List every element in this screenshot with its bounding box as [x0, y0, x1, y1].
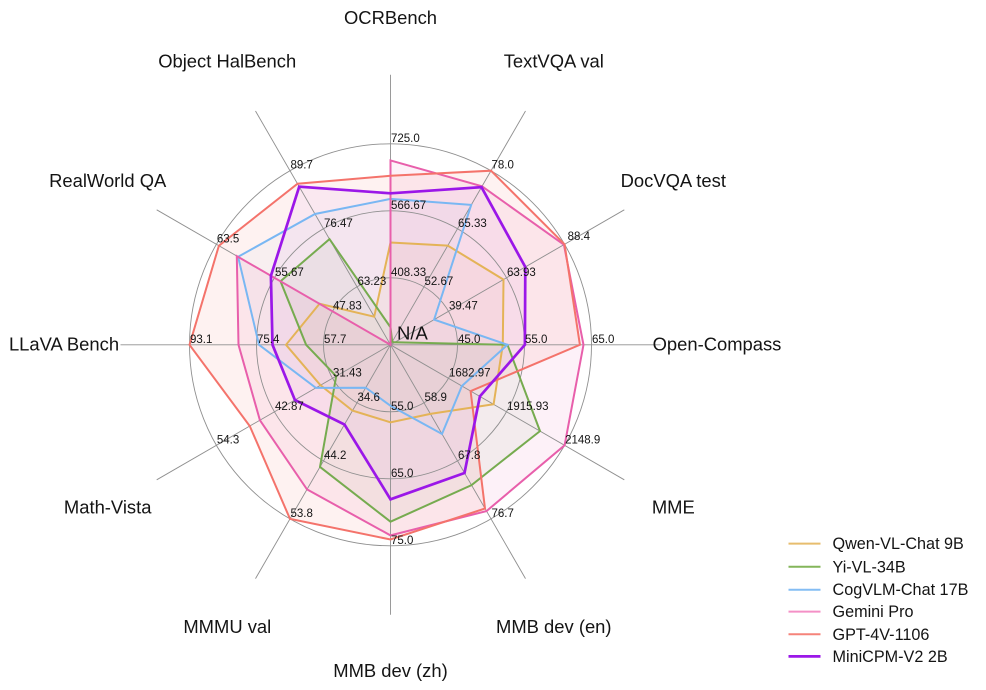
svg-text:725.0: 725.0 — [391, 133, 420, 145]
svg-text:58.9: 58.9 — [425, 392, 447, 404]
svg-text:75.0: 75.0 — [391, 535, 413, 547]
svg-text:TextVQA val: TextVQA val — [504, 51, 604, 72]
svg-text:CogVLM-Chat 17B: CogVLM-Chat 17B — [833, 581, 969, 599]
svg-text:OCRBench: OCRBench — [344, 7, 437, 28]
svg-text:78.0: 78.0 — [492, 160, 514, 172]
svg-text:65.0: 65.0 — [592, 334, 614, 346]
svg-text:45.0: 45.0 — [458, 334, 480, 346]
svg-text:55.67: 55.67 — [275, 267, 304, 279]
svg-text:53.8: 53.8 — [291, 508, 313, 520]
svg-text:55.0: 55.0 — [391, 401, 413, 413]
svg-text:408.33: 408.33 — [391, 267, 426, 279]
svg-text:89.7: 89.7 — [291, 160, 313, 172]
svg-text:54.3: 54.3 — [217, 434, 239, 446]
svg-text:67.8: 67.8 — [458, 450, 480, 462]
svg-text:2148.9: 2148.9 — [565, 434, 600, 446]
svg-text:76.7: 76.7 — [492, 508, 514, 520]
svg-text:566.67: 566.67 — [391, 200, 426, 212]
svg-text:Math-Vista: Math-Vista — [64, 497, 152, 518]
svg-text:MiniCPM-V2 2B: MiniCPM-V2 2B — [833, 648, 948, 666]
svg-text:44.2: 44.2 — [324, 450, 346, 462]
svg-text:57.7: 57.7 — [324, 334, 346, 346]
svg-text:LLaVA Bench: LLaVA Bench — [9, 333, 119, 354]
svg-text:RealWorld QA: RealWorld QA — [49, 170, 167, 191]
svg-text:1682.97: 1682.97 — [449, 367, 491, 379]
svg-text:76.47: 76.47 — [324, 218, 353, 230]
svg-text:65.33: 65.33 — [458, 218, 487, 230]
svg-text:47.83: 47.83 — [333, 300, 362, 312]
svg-text:63.93: 63.93 — [507, 267, 536, 279]
svg-text:N/A: N/A — [397, 323, 429, 344]
svg-text:MMMU val: MMMU val — [183, 616, 271, 637]
svg-text:MMB dev (zh): MMB dev (zh) — [333, 660, 447, 681]
svg-text:Object HalBench: Object HalBench — [158, 51, 296, 72]
svg-text:88.4: 88.4 — [568, 231, 591, 243]
svg-text:42.87: 42.87 — [275, 401, 304, 413]
svg-text:DocVQA test: DocVQA test — [621, 170, 726, 191]
svg-text:GPT-4V-1106: GPT-4V-1106 — [833, 626, 930, 644]
svg-text:65.0: 65.0 — [391, 468, 413, 480]
svg-text:55.0: 55.0 — [525, 334, 547, 346]
svg-text:31.43: 31.43 — [333, 367, 362, 379]
svg-text:Qwen-VL-Chat 9B: Qwen-VL-Chat 9B — [833, 535, 964, 553]
svg-text:1915.93: 1915.93 — [507, 401, 549, 413]
svg-text:75.4: 75.4 — [257, 334, 280, 346]
svg-text:Open-Compass: Open-Compass — [653, 333, 782, 354]
svg-text:63.5: 63.5 — [217, 233, 239, 245]
svg-text:39.47: 39.47 — [449, 300, 478, 312]
svg-text:MME: MME — [652, 497, 695, 518]
svg-text:93.1: 93.1 — [190, 334, 212, 346]
svg-text:Gemini Pro: Gemini Pro — [833, 603, 914, 621]
svg-text:63.23: 63.23 — [358, 276, 387, 288]
svg-text:MMB dev (en): MMB dev (en) — [496, 616, 611, 637]
svg-text:52.67: 52.67 — [425, 276, 454, 288]
svg-text:Yi-VL-34B: Yi-VL-34B — [833, 558, 906, 576]
svg-text:34.6: 34.6 — [358, 392, 380, 404]
